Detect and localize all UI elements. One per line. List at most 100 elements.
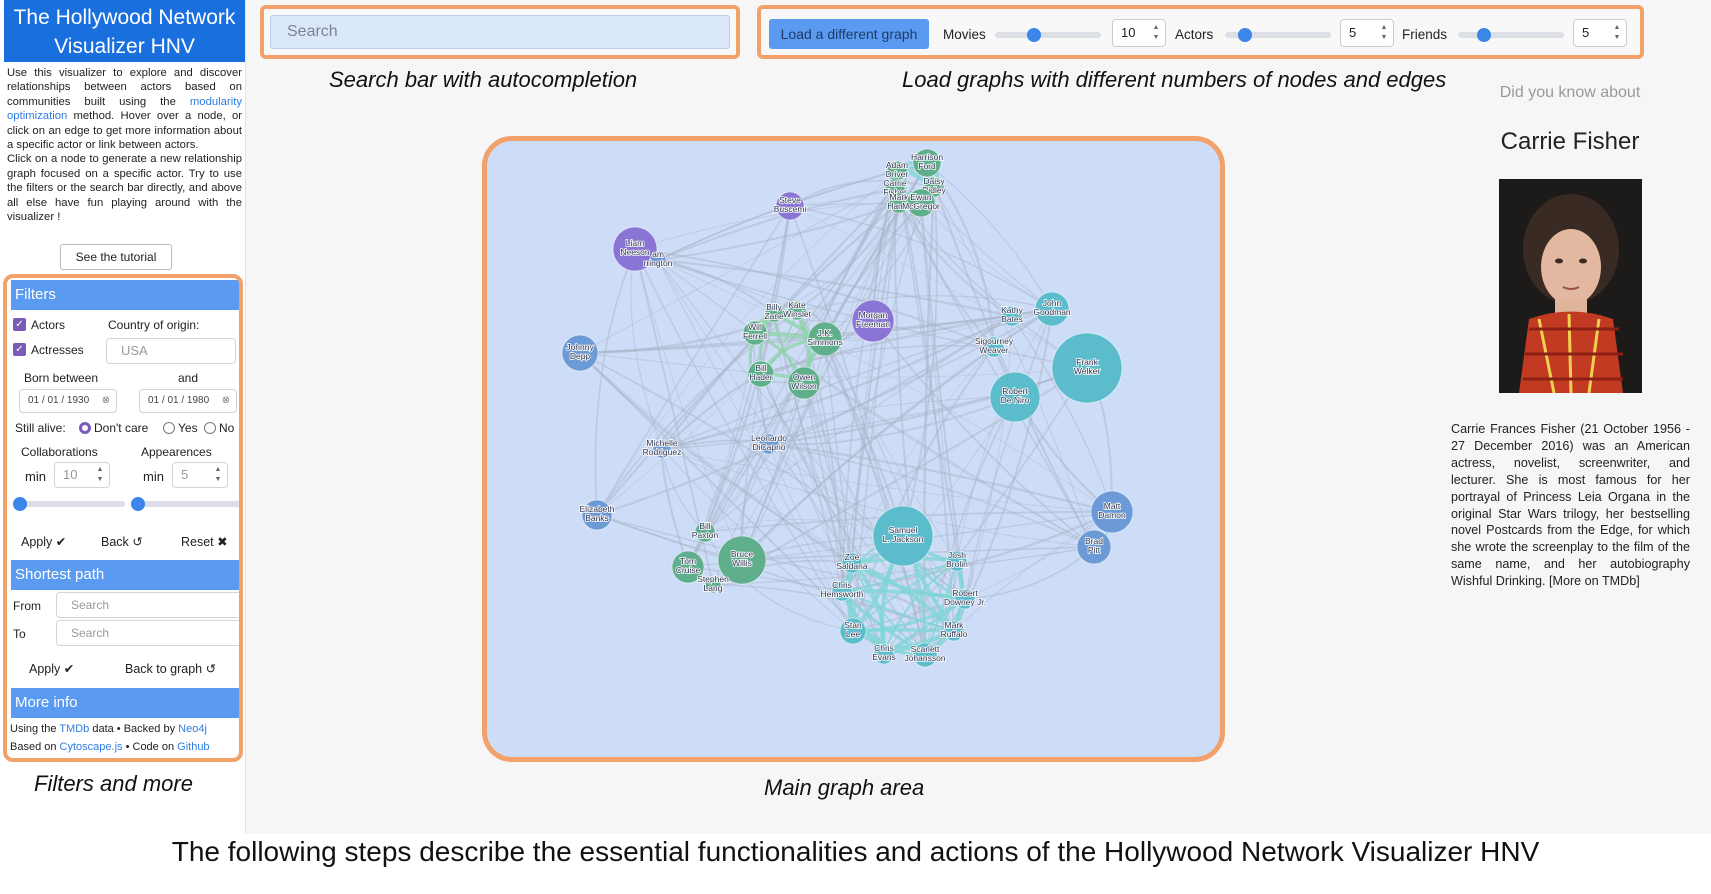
graph-edge[interactable] <box>634 248 714 586</box>
graph-edge[interactable] <box>741 308 1053 561</box>
graph-edge[interactable] <box>964 546 1095 600</box>
born-from-date[interactable]: 01 / 01 / 1930 ⊗ <box>19 389 117 413</box>
graph-edge[interactable] <box>789 205 1088 369</box>
graph-edge[interactable] <box>661 448 853 564</box>
appear-min-input[interactable]: 5 ▲ ▼ <box>172 462 228 488</box>
alive-radio-yes[interactable] <box>163 422 175 434</box>
graph-node-circle[interactable] <box>1001 305 1023 327</box>
graph-edge[interactable] <box>579 352 853 565</box>
graph-node-circle[interactable] <box>873 643 895 665</box>
graph-edge[interactable] <box>579 352 762 375</box>
graph-edge[interactable] <box>760 373 926 656</box>
graph-edge[interactable] <box>852 560 958 632</box>
country-input[interactable]: USA <box>106 338 236 364</box>
graph-edge[interactable] <box>754 332 1095 548</box>
movies-input[interactable]: 10 ▲ ▼ <box>1112 19 1166 47</box>
graph-edge[interactable] <box>661 448 1113 513</box>
graph-node-circle[interactable] <box>807 321 843 357</box>
graph-edge[interactable] <box>657 259 775 314</box>
graph-edge[interactable] <box>824 162 928 340</box>
collab-slider-track[interactable] <box>15 501 125 507</box>
graph-edge[interactable] <box>579 315 1013 354</box>
graph-edge[interactable] <box>841 590 955 632</box>
graph-edge[interactable] <box>712 170 898 586</box>
graph-node-circle[interactable] <box>1051 332 1123 404</box>
movies-slider-thumb[interactable] <box>1027 28 1041 42</box>
graph-node-circle[interactable] <box>1090 490 1134 534</box>
collab-min-input[interactable]: 10 ▲ ▼ <box>54 462 110 488</box>
graph-edge[interactable] <box>594 248 636 516</box>
born-to-date[interactable]: 01 / 01 / 1980 ⊗ <box>139 389 237 413</box>
graph-node-circle[interactable] <box>742 320 768 346</box>
friends-slider-track[interactable] <box>1458 32 1564 38</box>
graph-edge[interactable] <box>956 308 1053 562</box>
graph-edge[interactable] <box>579 352 885 655</box>
graph-node-circle[interactable] <box>787 366 821 400</box>
load-graph-button[interactable]: Load a different graph <box>769 19 929 49</box>
graph-edge[interactable] <box>920 202 1053 310</box>
modularity-link[interactable]: modularity optimization <box>7 95 242 123</box>
graph-edge[interactable] <box>579 352 955 632</box>
graph-edge[interactable] <box>824 338 853 564</box>
search-input[interactable]: Search <box>270 15 730 49</box>
graph-node-circle[interactable] <box>561 334 599 372</box>
graph-edge[interactable] <box>898 202 1013 317</box>
graph-node-circle[interactable] <box>581 499 613 531</box>
graph-edge[interactable] <box>661 396 1016 450</box>
graph-edge[interactable] <box>824 308 1053 340</box>
graph-node-jk[interactable]: J.K.Simmons <box>806 321 844 357</box>
graph-edge[interactable] <box>768 443 1095 548</box>
graph-edge[interactable] <box>841 588 966 601</box>
graph-edge[interactable] <box>596 188 896 516</box>
actors-checkbox[interactable]: ✓ <box>13 318 26 331</box>
graph-edge[interactable] <box>704 443 770 533</box>
graph-node-circle[interactable] <box>989 371 1041 423</box>
graph-edge[interactable] <box>923 186 936 656</box>
path-from-input[interactable]: Search <box>56 592 239 618</box>
graph-edge[interactable] <box>596 315 1013 516</box>
path-to-input[interactable]: Search <box>56 620 239 646</box>
graph-edge[interactable] <box>992 346 1113 513</box>
graph-node-circle[interactable] <box>1076 529 1112 565</box>
graph-edge[interactable] <box>768 443 885 655</box>
path-apply-button[interactable]: Apply ✔ <box>29 662 75 676</box>
graph-node-circle[interactable] <box>872 505 934 567</box>
graph-edge[interactable] <box>953 511 1113 632</box>
graph-edge[interactable] <box>741 312 775 561</box>
filters-back-button[interactable]: Back ↺ <box>101 535 143 549</box>
graph-edge[interactable] <box>1011 315 1113 513</box>
graph-edge[interactable] <box>657 259 853 564</box>
graph-edge[interactable] <box>964 315 1013 600</box>
graph-edge[interactable] <box>902 186 938 537</box>
alive-radio-no[interactable] <box>204 422 216 434</box>
tutorial-button[interactable]: See the tutorial <box>60 244 172 270</box>
graph-edge[interactable] <box>841 560 958 592</box>
alive-radio-dontcare[interactable] <box>79 422 91 434</box>
movies-slider-track[interactable] <box>995 32 1101 38</box>
graph-edge[interactable] <box>896 170 966 600</box>
graph-node-circle[interactable] <box>764 303 784 323</box>
graph-edge[interactable] <box>657 258 1013 318</box>
graph-edge[interactable] <box>850 202 901 564</box>
graph-edge[interactable] <box>964 308 1053 600</box>
friends-slider-thumb[interactable] <box>1477 28 1491 42</box>
